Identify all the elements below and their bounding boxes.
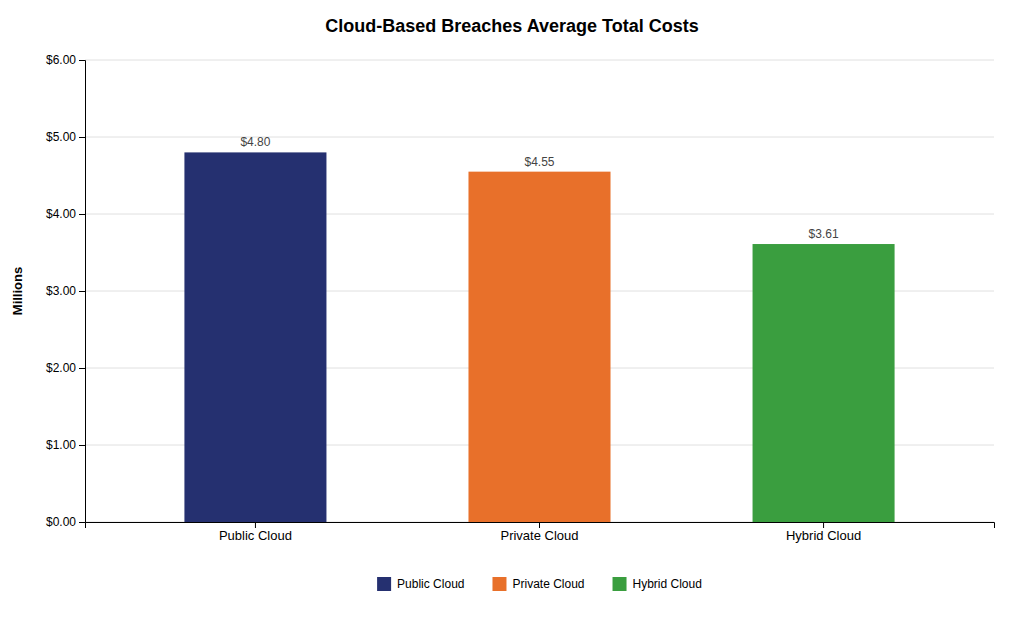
legend-label: Private Cloud [512, 577, 584, 591]
legend-item: Hybrid Cloud [613, 577, 702, 591]
x-axis: Public Cloud Private Cloud Hybrid Cloud [86, 522, 995, 543]
tick: Hybrid Cloud [786, 522, 861, 543]
legend: Public Cloud Private Cloud Hybrid Cloud [377, 577, 702, 591]
tick-label: Public Cloud [219, 528, 292, 543]
bar [184, 152, 326, 522]
tick-label: $4.00 [46, 207, 76, 221]
chart: $0.00 $1.00 $2.00 $3.00 $4.00 $5.00 $6.00 Publi… [0, 0, 1024, 617]
tick-label: $5.00 [46, 130, 76, 144]
axis-line [79, 61, 86, 523]
tick-mark [79, 60, 85, 61]
tick-mark [79, 522, 85, 523]
tick: $0.00 [46, 515, 85, 529]
tick: $4.00 [46, 207, 85, 221]
tick-mark [79, 214, 85, 215]
tick-mark [823, 522, 824, 528]
axis-line [86, 523, 995, 529]
tick-label: Private Cloud [500, 528, 578, 543]
tick: $3.00 [46, 284, 85, 298]
tick-mark [255, 522, 256, 528]
tick-label: Hybrid Cloud [786, 528, 861, 543]
data-label: $3.61 [809, 227, 839, 241]
legend-item: Public Cloud [377, 577, 464, 591]
legend-swatch [613, 577, 627, 591]
grid-line [85, 137, 994, 138]
data-label: $4.80 [240, 135, 270, 149]
bar [468, 172, 610, 522]
data-labels: $4.80 $4.55 $3.61 [240, 135, 838, 241]
tick: Public Cloud [219, 522, 292, 543]
legend-swatch [377, 577, 391, 591]
tick-label: $1.00 [46, 438, 76, 452]
plot: $0.00 $1.00 $2.00 $3.00 $4.00 $5.00 $6.00 Publi… [46, 53, 995, 543]
y-axis: $0.00 $1.00 $2.00 $3.00 $4.00 $5.00 $6.00 [46, 53, 86, 529]
bars [184, 152, 894, 522]
tick: $6.00 [46, 53, 85, 67]
tick-mark [539, 522, 540, 528]
tick-label: $0.00 [46, 515, 76, 529]
tick-mark [79, 445, 85, 446]
tick: $1.00 [46, 438, 85, 452]
grid [85, 60, 994, 522]
legend-swatch [492, 577, 506, 591]
grid-line [85, 60, 994, 61]
y-axis-title: Millions [10, 267, 25, 315]
data-label: $4.55 [524, 155, 554, 169]
tick: $5.00 [46, 130, 85, 144]
bar [753, 244, 895, 522]
tick-label: $6.00 [46, 53, 76, 67]
tick-mark [79, 291, 85, 292]
tick-mark [79, 137, 85, 138]
legend-item: Private Cloud [492, 577, 584, 591]
tick-mark [79, 368, 85, 369]
tick: $2.00 [46, 361, 85, 375]
legend-label: Public Cloud [397, 577, 464, 591]
tick-label: $3.00 [46, 284, 76, 298]
title: Cloud-Based Breaches Average Total Costs [325, 16, 698, 36]
tick-label: $2.00 [46, 361, 76, 375]
legend-label: Hybrid Cloud [633, 577, 702, 591]
tick: Private Cloud [500, 522, 578, 543]
